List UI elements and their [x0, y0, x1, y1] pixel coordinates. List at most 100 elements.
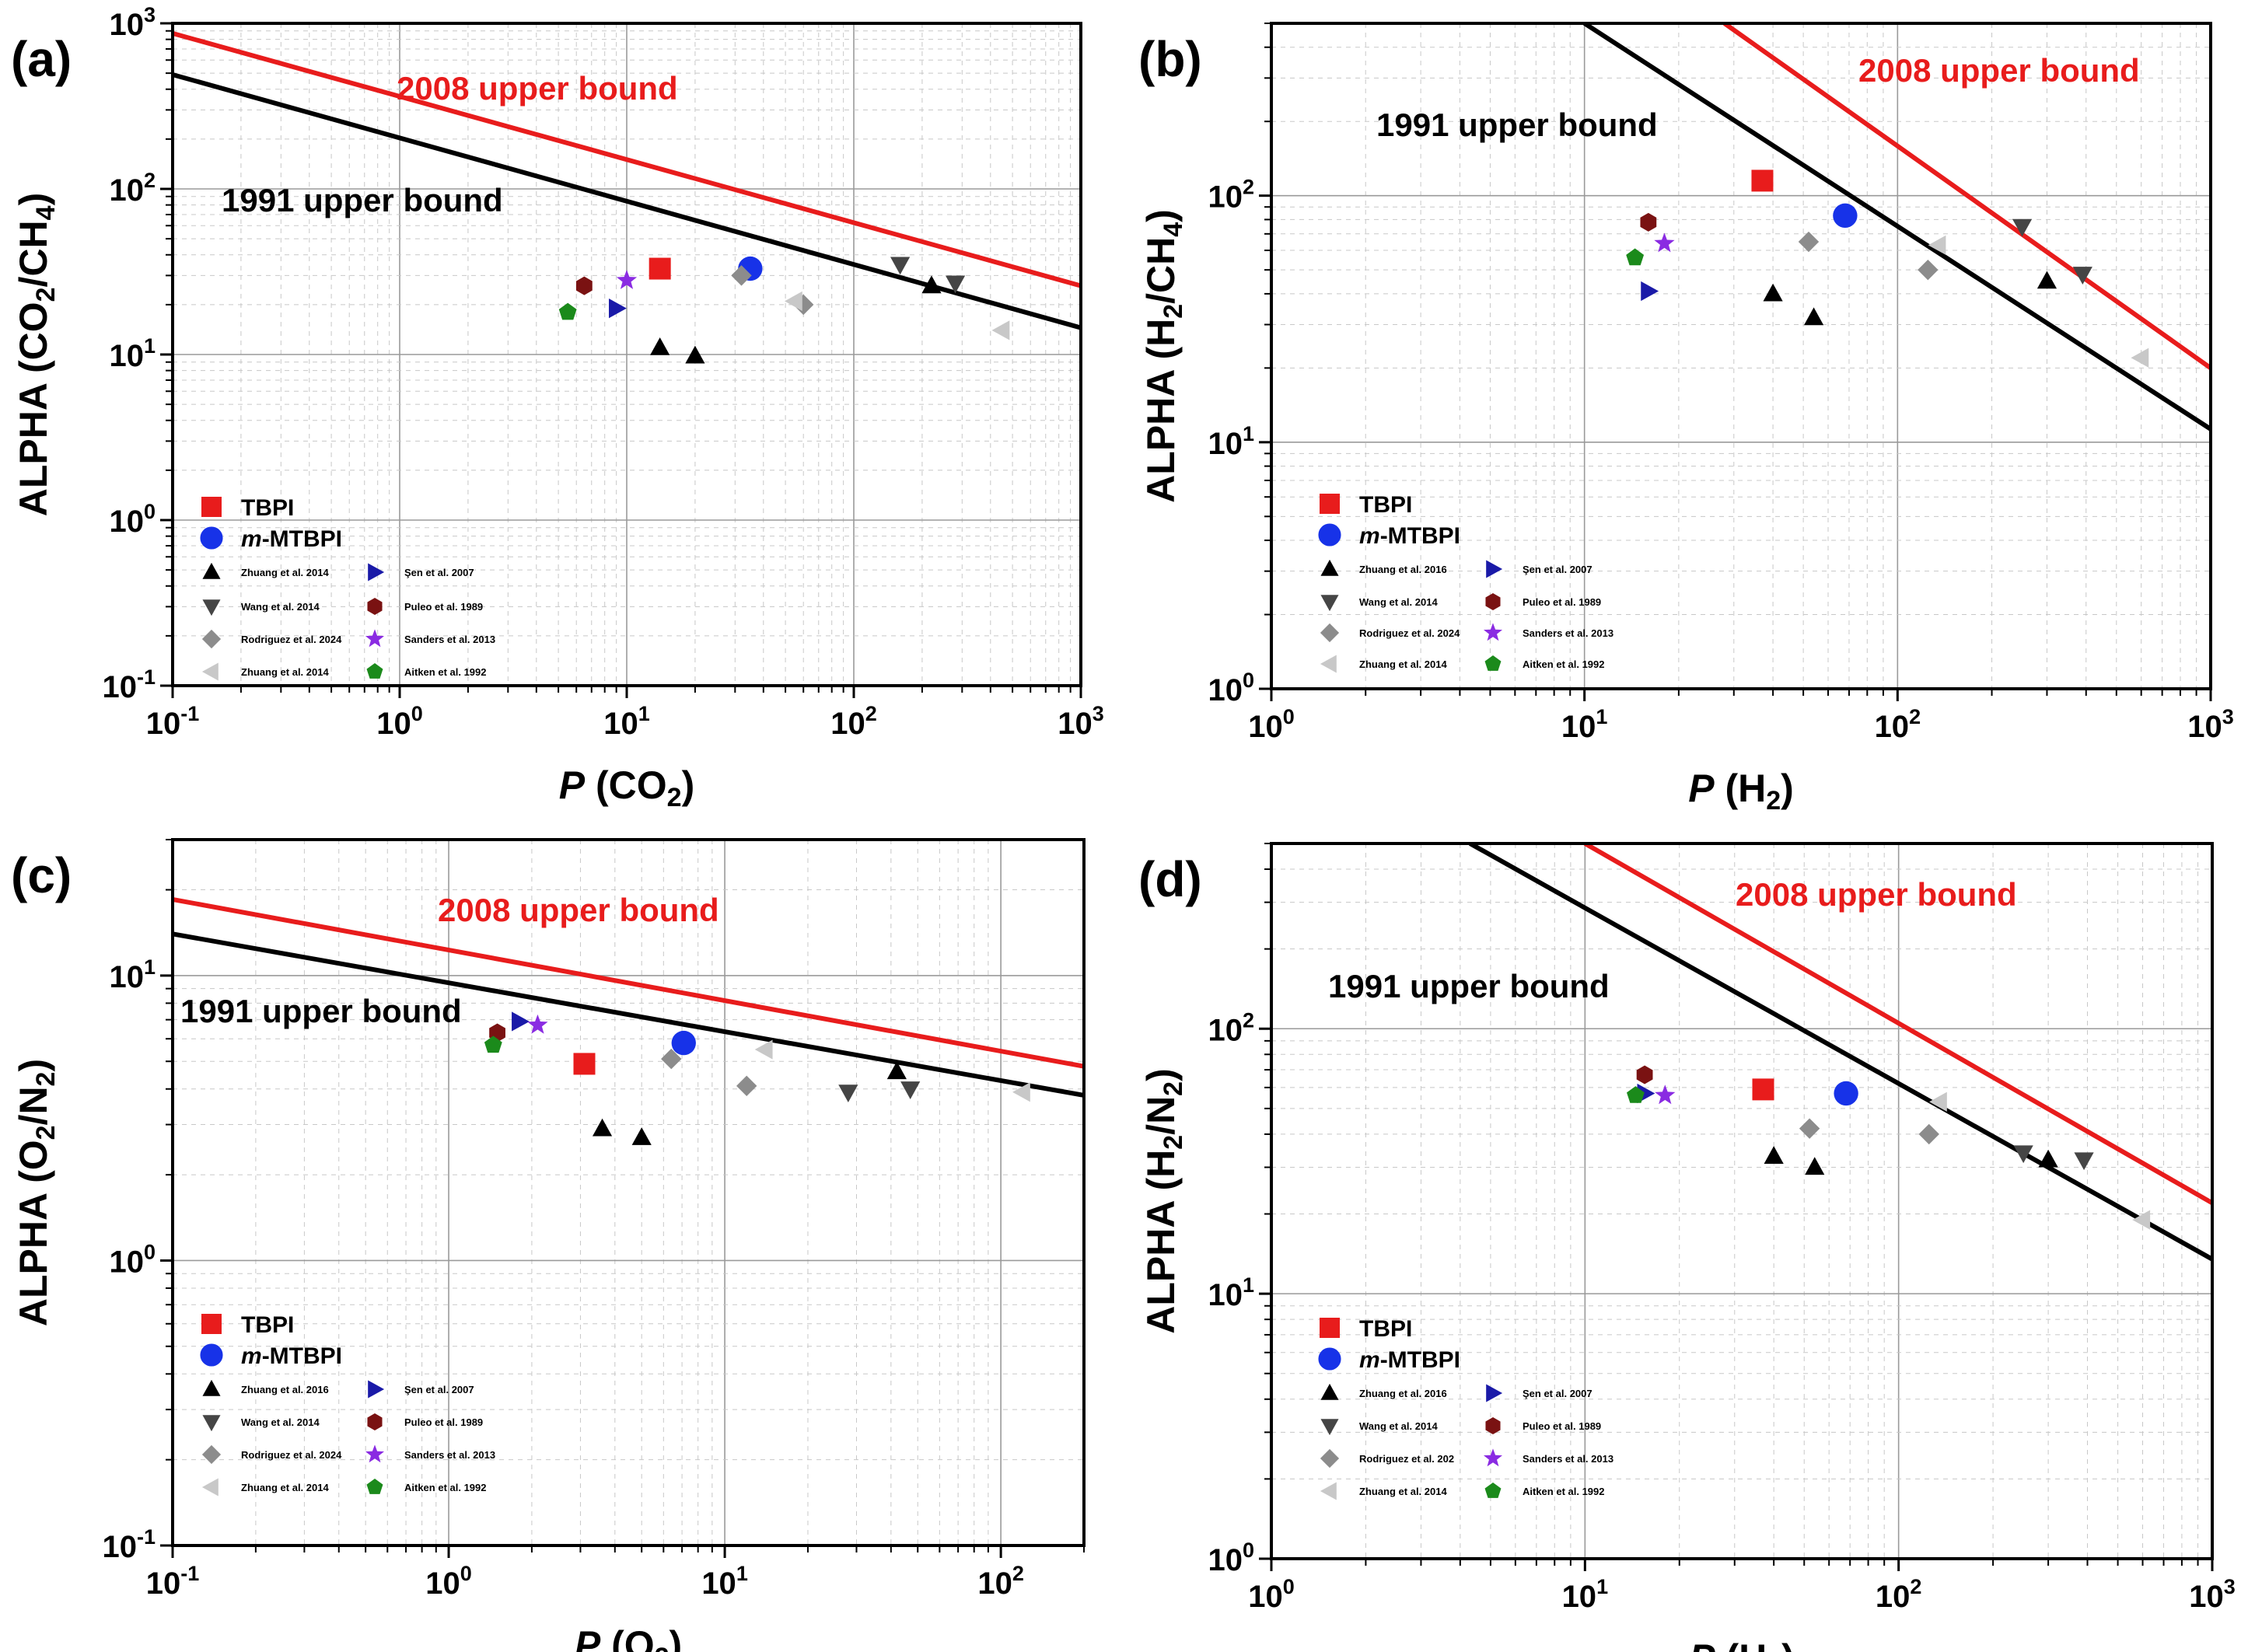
legend-marker-lit: [1320, 655, 1337, 673]
x-tick-label: 102: [830, 702, 877, 741]
upper-bound-2008-line: [173, 897, 1084, 1069]
legend-marker-lit: [366, 663, 383, 679]
data-point: [1918, 259, 1939, 281]
data-point: [1654, 232, 1675, 253]
legend-marker-lit: [1320, 1482, 1337, 1500]
legend-label-mmtbpi: m-MTBPI: [241, 1343, 342, 1369]
legend-marker-lit: [1486, 560, 1503, 578]
plot-frame: [171, 22, 1082, 687]
data-point: [900, 1081, 921, 1099]
panel-label: (c): [11, 847, 72, 903]
data-points: [1627, 1065, 2151, 1230]
x-tick-label: 103: [2189, 1575, 2236, 1614]
legend-marker-lit: [1485, 593, 1501, 610]
x-axis-title: P (CO2): [559, 763, 694, 812]
x-tick-label: 103: [1058, 702, 1104, 741]
x-tick-label: 100: [1248, 705, 1295, 744]
legend-label-lit: Wang et al. 2014: [241, 601, 320, 613]
grid: [1271, 23, 2211, 689]
legend-marker-lit: [1320, 595, 1339, 612]
data-point: [609, 299, 627, 319]
data-point: [2012, 218, 2033, 237]
data-point: [2013, 1145, 2033, 1164]
legend-label-lit: Zhuang et al. 2014: [241, 666, 329, 678]
data-point: [512, 1011, 530, 1032]
legend-marker-lit: [202, 1379, 221, 1396]
y-tick-label: 103: [109, 3, 156, 42]
legend-label-lit: Zhuang et al. 2014: [1359, 1486, 1447, 1497]
chart-panel-a: 10-1 100 101 102 103 10-1 100 101 102 103 2008 upp…: [0, 0, 1128, 828]
upper-bound-2008-line: [1583, 843, 2212, 1206]
x-tick-label: 100: [376, 702, 423, 741]
chart-d-svg: 100 101 102 103 100 101 102 2008 upper bound 199…: [1138, 842, 2236, 1652]
data-point: [1655, 1084, 1676, 1105]
legend-label-lit: Aitken et al. 1992: [1523, 1486, 1605, 1497]
legend-marker-lit: [367, 1413, 383, 1430]
data-point: [575, 276, 593, 295]
y-axis-title: ALPHA (CO2/CH4): [12, 193, 61, 517]
legend-label-lit: Zhuang et al. 2014: [241, 1482, 329, 1493]
data-point: [784, 291, 802, 311]
legend-label-lit: Zhuang et al. 2014: [1359, 658, 1447, 670]
y-axis-title: ALPHA (H2/N2): [1139, 1068, 1188, 1334]
chart-b-svg: 100 101 102 103 100 101 102 2008 upper bound 199…: [1138, 22, 2234, 816]
x-axis-title: P (O2): [575, 1623, 682, 1652]
legend-marker-lit: [368, 563, 385, 582]
plot-frame: [171, 838, 1086, 1547]
legend-label-lit: Wang et al. 2014: [1359, 596, 1438, 608]
legend-marker-lit: [1485, 1417, 1501, 1434]
legend-marker-lit: [1483, 1448, 1503, 1467]
legend-label-lit: Şen et al. 2007: [404, 567, 474, 578]
y-tick-label: 100: [1208, 669, 1254, 707]
y-tick-label: 100: [109, 1240, 156, 1279]
legend: TBPI m-MTBPI Zhuang et al. 2016 Wang et al.…: [1318, 1316, 1613, 1500]
legend-marker-mmtbpi: [200, 526, 223, 550]
upper-bound-1991-line: [1583, 23, 2211, 431]
legend-label-mmtbpi: m-MTBPI: [241, 526, 342, 552]
data-point: [1012, 1082, 1030, 1102]
data-point: [890, 257, 911, 275]
data-point: [484, 1036, 502, 1053]
legend-label-lit: Sanders et al. 2013: [1523, 1453, 1613, 1465]
data-point: [1640, 212, 1657, 232]
legend-marker-lit: [365, 1444, 385, 1463]
x-tick-label: 103: [2187, 705, 2234, 744]
legend-label-lit: Rodriguez et al. 2024: [241, 1449, 342, 1461]
legend-marker-tbpi: [201, 497, 222, 517]
legend-label-lit: Rodriguez et al. 2024: [1359, 627, 1460, 639]
legend-label-lit: Sanders et al. 2013: [1523, 627, 1613, 639]
legend-label-lit: Aitken et al. 1992: [404, 1482, 487, 1493]
legend-label-lit: Zhuang et al. 2014: [241, 567, 329, 578]
data-point: [1641, 281, 1659, 302]
legend-label-lit: Aitken et al. 1992: [404, 666, 487, 678]
x-tick-label: 10-1: [146, 1562, 200, 1601]
x-tick-label: 102: [1875, 705, 1921, 744]
data-point: [793, 294, 814, 316]
data-point: [527, 1014, 548, 1034]
y-tick-label: 10-1: [102, 1525, 156, 1564]
legend-label-lit: Sanders et al. 2013: [404, 634, 495, 645]
y-tick-label: 100: [1208, 1538, 1254, 1577]
bound-1991-label: 1991 upper bound: [180, 993, 462, 1029]
data-point: [1752, 1078, 1774, 1101]
x-axis-title: P (H2): [1689, 1636, 1795, 1652]
grid: [1271, 843, 2212, 1559]
y-tick-label: 101: [109, 334, 156, 373]
legend-label-lit: Puleo et al. 1989: [1523, 596, 1601, 608]
data-point: [631, 1127, 652, 1145]
legend-label-lit: Wang et al. 2014: [241, 1416, 320, 1428]
data-point: [2072, 267, 2092, 285]
grid: [173, 840, 1084, 1545]
legend-marker-lit: [201, 662, 219, 681]
data-point: [754, 1039, 773, 1060]
data-point: [1805, 1157, 1825, 1175]
legend-label-lit: Rodriguez et al. 2024: [241, 634, 342, 645]
bound-2008-label: 2008 upper bound: [397, 70, 678, 107]
x-tick-label: 100: [425, 1562, 472, 1601]
upper-bound-1991-line: [173, 931, 1084, 1098]
bound-2008-label: 2008 upper bound: [1736, 876, 2017, 913]
grid: [173, 23, 1081, 686]
upper-bound-lines: [1583, 23, 2211, 431]
x-tick-label: 101: [1561, 705, 1608, 744]
legend-label-tbpi: TBPI: [241, 495, 294, 521]
